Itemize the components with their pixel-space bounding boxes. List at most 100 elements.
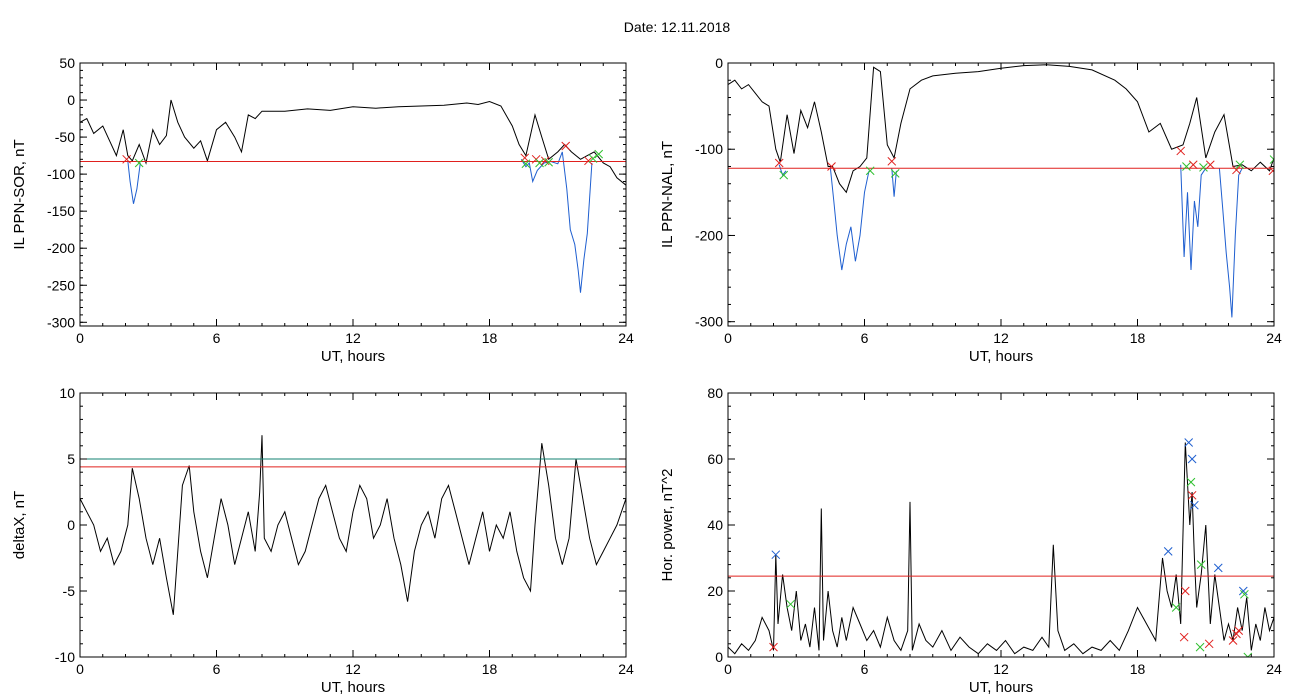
power-y-tick-label: 20 [707,583,723,599]
sor-x-tick-label: 6 [213,330,221,346]
power-series-line-0 [728,442,1274,655]
panel-ppn-nal: 0 6 12 18 24 0 -100 -200 -300 UT, hours IL PPN-NAL… [659,55,1282,365]
deltax-x-tick-label: 6 [213,661,221,677]
nal-y-tick-label: -200 [695,227,723,243]
deltax-y-tick-label: 10 [59,385,75,401]
sor-x-tick-label: 12 [345,330,361,346]
deltax-plot-area [80,435,626,615]
power-event-marker-1 [771,550,781,560]
power-event-marker-6 [1180,586,1190,596]
deltax-x-axis-label: UT, hours [321,679,385,696]
nal-series-line-3 [891,168,897,197]
sor-y-axis-label: IL PPN-SOR, nT [11,139,28,249]
nal-event-marker-6 [1176,146,1186,156]
power-event-marker-8 [1187,454,1197,464]
sor-event-marker-10 [588,154,598,163]
sor-axes-frame [79,62,627,327]
sor-x-tick-label: 24 [618,330,634,346]
deltax-y-tick-label: 0 [67,517,75,533]
sor-event-marker-11 [594,149,604,159]
power-plot-area [728,438,1274,657]
nal-series-line-5 [1218,167,1243,318]
nal-series-line-2 [829,168,870,271]
power-y-tick-label: 40 [707,517,723,533]
nal-event-marker-1 [779,170,789,180]
power-event-marker-3 [1163,547,1173,556]
power-event-marker-4 [1171,603,1181,612]
power-y-tick-label: 60 [707,451,723,467]
nal-plot-area [728,64,1274,318]
sor-y-tick-label: -250 [47,277,75,293]
page-title: Date: 12.11.2018 [623,19,731,35]
sor-event-marker-7 [544,157,554,167]
power-event-marker-2 [786,599,795,609]
nal-event-marker-3 [865,166,875,176]
nal-event-marker-4 [887,156,897,166]
nal-event-marker-2 [827,162,836,171]
nal-series-line-4 [1180,164,1207,271]
nal-x-tick-label: 0 [724,330,732,346]
deltax-y-tick-label: -10 [55,649,75,665]
deltax-x-tick-label: 18 [482,661,498,677]
sor-plot-area [80,99,626,293]
power-event-marker-14 [1204,639,1214,649]
nal-event-marker-7 [1182,162,1191,171]
sor-y-tick-label: -100 [47,166,75,182]
deltax-y-tick-label: 5 [67,451,75,467]
nal-event-marker-10 [1205,160,1215,170]
power-event-marker-21 [1243,652,1253,657]
deltax-x-tick-label: 12 [345,661,361,677]
sor-event-marker-3 [521,159,531,169]
sor-y-tick-label: -200 [47,240,75,256]
nal-x-axis-label: UT, hours [969,348,1033,365]
nal-y-tick-label: -100 [695,141,723,157]
nal-event-marker-11 [1232,165,1241,175]
power-event-marker-18 [1234,626,1244,635]
nal-x-tick-label: 12 [993,330,1009,346]
power-event-marker-10 [1187,490,1197,500]
power-event-marker-9 [1186,477,1196,487]
nal-event-marker-13 [1268,166,1274,176]
sor-event-marker-9 [584,156,593,166]
deltax-y-axis-label: deltaX, nT [11,491,28,559]
sor-event-marker-2 [520,153,530,163]
power-y-tick-label: 80 [707,385,723,401]
panel-ppn-sor: 0 6 12 18 24 50 0 -50 -100 -150 -200 -250 -300 UT, ho… [11,55,634,365]
sor-series-line-2 [520,151,593,293]
power-y-tick-label: 0 [715,649,723,665]
nal-event-marker-5 [890,169,900,178]
sor-series-line-1 [127,160,141,204]
nal-y-tick-label: -300 [695,314,723,330]
deltax-y-tick-label: -5 [63,583,76,599]
sor-y-tick-label: 0 [67,92,75,108]
power-x-tick-label: 18 [1130,661,1146,677]
sor-y-tick-label: -50 [55,129,75,145]
nal-event-marker-8 [1188,160,1198,170]
deltax-axes-frame [79,392,627,658]
sor-x-axis-label: UT, hours [321,348,385,365]
power-event-marker-13 [1196,560,1206,569]
sor-x-tick-label: 18 [482,330,498,346]
nal-y-axis-label: IL PPN-NAL, nT [659,141,676,248]
nal-x-tick-label: 18 [1130,330,1146,346]
sor-series-line-0 [80,99,626,186]
sor-y-tick-label: -300 [47,314,75,330]
power-x-tick-label: 12 [993,661,1009,677]
power-y-axis-label: Hor. power, nT^2 [659,469,676,582]
power-event-marker-12 [1195,642,1205,652]
power-x-axis-label: UT, hours [969,679,1033,696]
sor-y-tick-label: -150 [47,203,75,219]
power-event-marker-20 [1240,589,1249,599]
deltax-x-tick-label: 0 [76,661,84,677]
deltax-x-tick-label: 24 [618,661,634,677]
sor-event-marker-5 [535,158,544,168]
nal-axes-frame [727,62,1275,327]
sor-event-marker-1 [134,158,144,168]
nal-event-marker-0 [774,158,784,168]
power-event-marker-0 [769,642,778,652]
panel-hor-power: 0 6 12 18 24 0 20 40 60 80 UT, hours Hor. power, nT… [659,385,1282,696]
sor-event-marker-8 [561,141,571,151]
sor-x-tick-label: 0 [76,330,84,346]
power-event-marker-7 [1184,438,1194,447]
